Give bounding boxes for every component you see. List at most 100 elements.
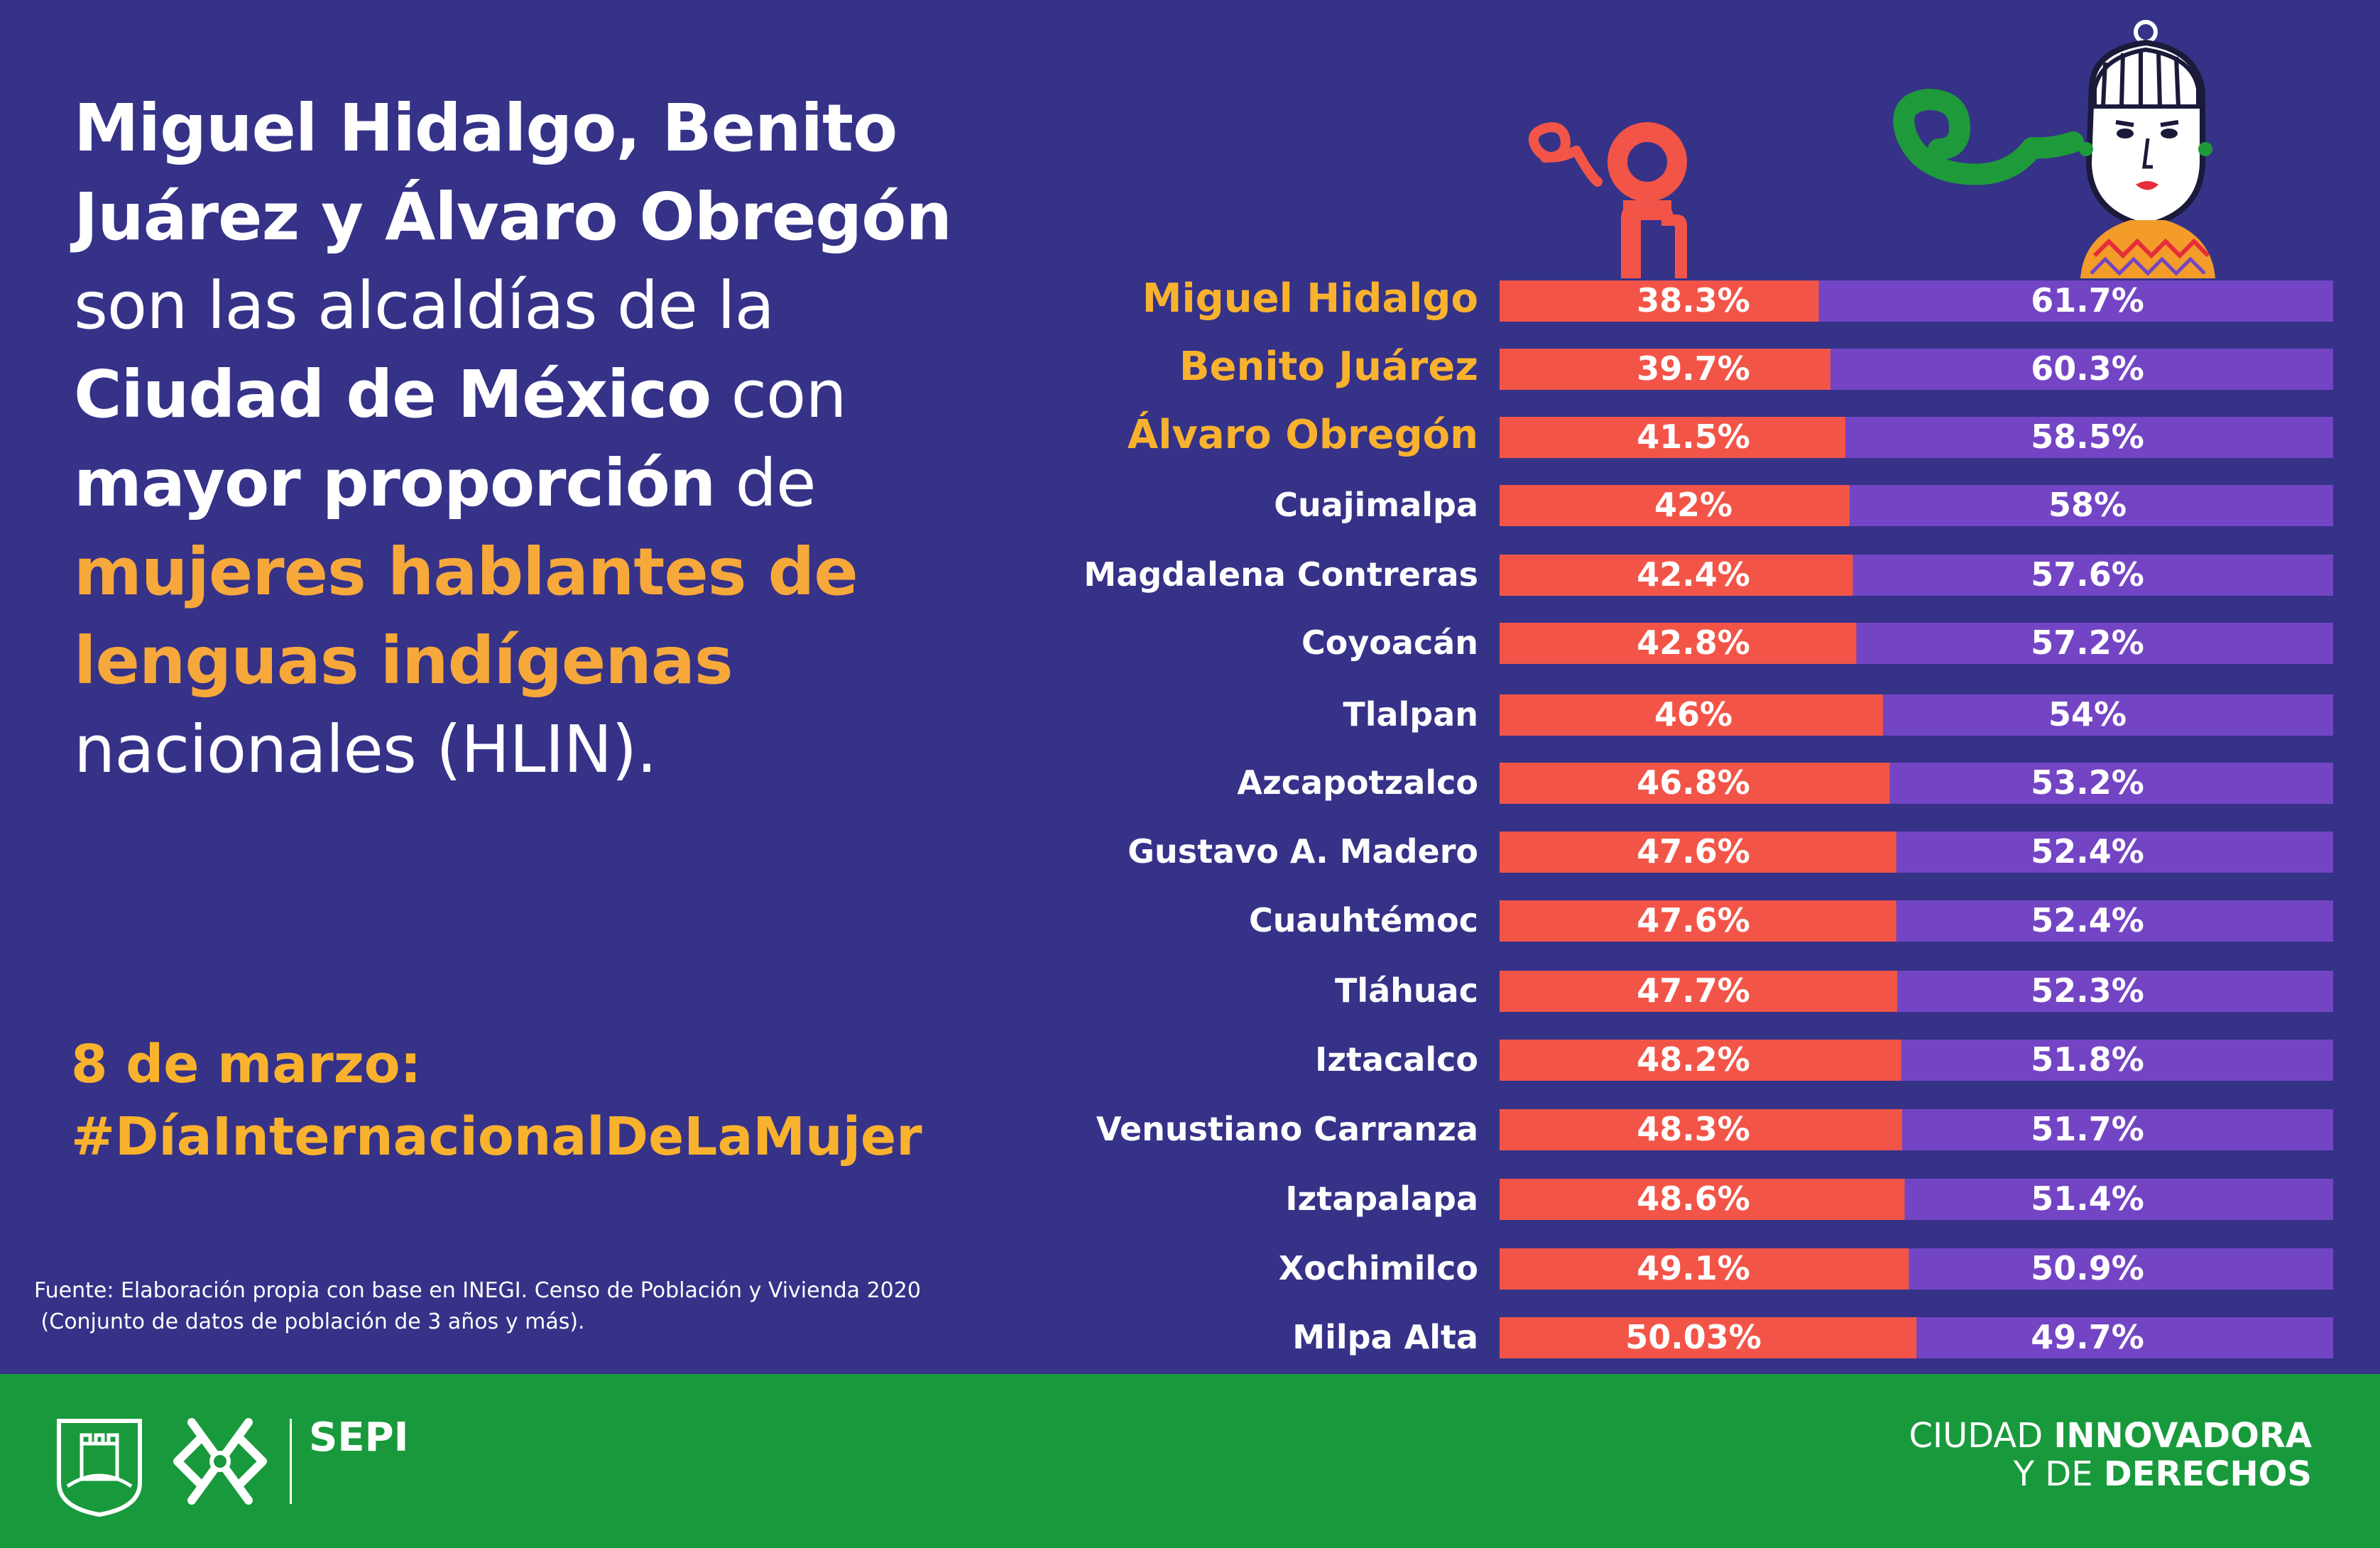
source-line2: (Conjunto de datos de población de 3 año… <box>34 1309 585 1334</box>
value-label-women: 50.9% <box>2031 1249 2144 1287</box>
bar-men <box>1500 1248 1909 1290</box>
value-label-women: 52.4% <box>2031 901 2144 939</box>
bar-men <box>1500 1109 1903 1150</box>
decorations <box>1528 20 2215 278</box>
green-swirl-icon <box>1893 88 2084 185</box>
value-label-men: 41.5% <box>1637 418 1750 456</box>
bar-women <box>1889 763 2333 804</box>
headline-part2: son las alcaldías de la <box>74 268 775 344</box>
woman-icon <box>2079 20 2215 278</box>
value-label-women: 51.8% <box>2031 1040 2144 1079</box>
headline-part3: Ciudad de México <box>74 356 711 432</box>
value-label-women: 57.2% <box>2031 623 2144 662</box>
org-name: SEPI <box>309 1415 409 1461</box>
category-label: Milpa Alta <box>1292 1318 1478 1356</box>
bar-men <box>1500 555 1853 596</box>
category-label: Álvaro Obregón <box>1128 412 1478 458</box>
category-label: Iztapalapa <box>1285 1179 1478 1218</box>
bar-women <box>1909 1248 2333 1290</box>
category-label: Tlalpan <box>1343 695 1478 734</box>
bar-women <box>1830 349 2333 390</box>
man-body-shape <box>1625 202 1661 278</box>
category-label: Iztacalco <box>1315 1040 1478 1079</box>
value-label-men: 48.6% <box>1637 1179 1750 1218</box>
value-label-men: 50.03% <box>1625 1318 1762 1356</box>
source-note: Fuente: Elaboración propia con base en I… <box>34 1275 921 1338</box>
value-label-women: 51.4% <box>2031 1179 2144 1218</box>
value-label-men: 47.6% <box>1637 832 1750 871</box>
category-label: Benito Juárez <box>1179 344 1478 390</box>
slogan-l2b: DERECHOS <box>2103 1454 2312 1494</box>
bar-men <box>1500 485 1850 526</box>
cdmx-logo-icon <box>173 1418 267 1505</box>
man-body-right <box>1661 214 1687 278</box>
bar-women <box>1845 417 2333 458</box>
category-label: Venustiano Carranza <box>1096 1110 1478 1148</box>
headline-part4: con <box>731 356 846 432</box>
headline-part5: mayor proporción <box>74 445 716 521</box>
bars: 38.3% 61.7% 39.7% 60.3% 41.5% 58.5% 42% 58% 42.4… <box>1500 280 2333 1358</box>
footer-separator <box>290 1419 292 1504</box>
bar-women <box>1902 1109 2333 1150</box>
category-label: Magdalena Contreras <box>1083 555 1478 594</box>
value-label-men: 48.3% <box>1637 1110 1750 1148</box>
bar-men <box>1500 900 1896 942</box>
value-label-women: 60.3% <box>2031 349 2144 388</box>
bar-men <box>1500 832 1896 873</box>
footer: SEPI CIUDAD INNOVADORA Y DE DERECHOS <box>0 1374 2380 1548</box>
category-label: Miguel Hidalgo <box>1142 276 1478 322</box>
bar-men <box>1500 763 1890 804</box>
value-label-men: 46.8% <box>1637 763 1750 802</box>
value-label-women: 58.5% <box>2031 418 2144 456</box>
headline-part8: nacionales (HLIN). <box>74 712 657 787</box>
value-label-women: 53.2% <box>2031 763 2144 802</box>
value-label-women: 52.3% <box>2031 971 2144 1010</box>
category-label: Cuauhtémoc <box>1249 901 1478 939</box>
category-labels: Miguel Hidalgo Benito Juárez Álvaro Obregó… <box>1083 276 1478 1356</box>
bar-women <box>1883 694 2333 736</box>
bar-men <box>1500 417 1846 458</box>
bar-women <box>1916 1317 2333 1358</box>
bar-men <box>1500 623 1857 664</box>
bar-women <box>1901 1040 2333 1081</box>
bar-men <box>1500 1317 1917 1358</box>
category-label: Cuajimalpa <box>1274 486 1478 524</box>
bar-women <box>1856 623 2333 664</box>
source-line1: Fuente: Elaboración propia con base en I… <box>34 1278 921 1303</box>
headline-part1: Miguel Hidalgo, Benito Juárez y Álvaro O… <box>74 90 952 255</box>
cdmx-shield-icon <box>57 1419 142 1517</box>
hashtag-block: 8 de marzo: #DíaInternacionalDeLaMujer <box>71 1028 922 1173</box>
value-label-women: 61.7% <box>2031 281 2144 320</box>
value-label-men: 46% <box>1654 695 1732 734</box>
bar-women <box>1818 280 2333 322</box>
value-label-women: 51.7% <box>2031 1110 2144 1148</box>
bar-women <box>1896 900 2333 942</box>
bar-men <box>1500 1040 1901 1081</box>
hashtag: #DíaInternacionalDeLaMujer <box>71 1106 922 1167</box>
bar-men <box>1500 280 1819 322</box>
slogan-l2a: Y DE <box>2013 1454 2104 1494</box>
bar-men <box>1500 694 1884 736</box>
value-label-men: 47.7% <box>1637 971 1750 1010</box>
date-label: 8 de marzo: <box>71 1034 422 1095</box>
bar-women <box>1852 555 2333 596</box>
headline-part6: de <box>735 445 817 521</box>
headline-part7: mujeres hablantes de lenguas indígenas <box>74 534 858 699</box>
value-label-women: 52.4% <box>2031 832 2144 871</box>
category-label: Azcapotzalco <box>1237 763 1478 802</box>
value-label-men: 48.2% <box>1637 1040 1750 1079</box>
category-label: Coyoacán <box>1301 623 1478 662</box>
value-label-men: 49.1% <box>1637 1249 1750 1287</box>
value-label-women: 57.6% <box>2031 555 2144 594</box>
value-label-men: 42.4% <box>1637 555 1750 594</box>
bar-women <box>1850 485 2333 526</box>
value-label-men: 38.3% <box>1637 281 1750 320</box>
bar-men <box>1500 1179 1905 1220</box>
bar-men <box>1500 349 1831 390</box>
bar-women <box>1896 971 2333 1012</box>
category-label: Gustavo A. Madero <box>1128 832 1478 871</box>
value-label-women: 54% <box>2048 695 2127 734</box>
bar-men <box>1500 971 1897 1012</box>
value-label-men: 39.7% <box>1637 349 1750 388</box>
headline: Miguel Hidalgo, Benito Juárez y Álvaro O… <box>74 84 1025 794</box>
